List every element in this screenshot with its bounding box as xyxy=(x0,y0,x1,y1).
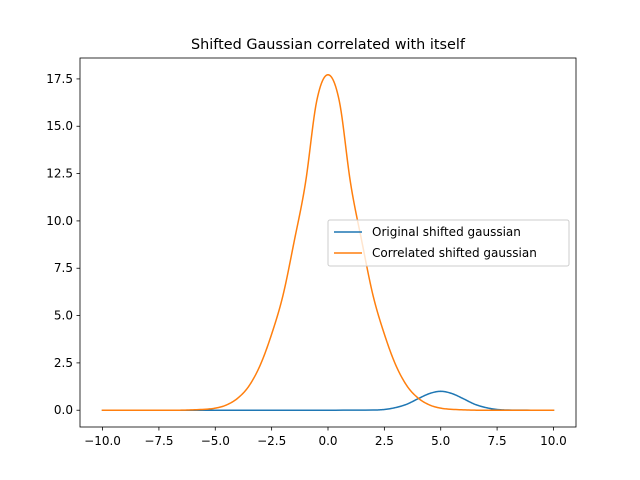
y-tick-label: 10.0 xyxy=(46,214,73,228)
chart-title: Shifted Gaussian correlated with itself xyxy=(191,37,466,53)
x-tick-label: −5.0 xyxy=(201,434,230,448)
legend-label-2: Correlated shifted gaussian xyxy=(372,246,537,260)
plot-area xyxy=(101,74,555,411)
series-line-1 xyxy=(101,390,555,411)
legend: Original shifted gaussian Correlated shif… xyxy=(327,219,570,267)
y-tick-label: 2.5 xyxy=(54,356,73,370)
y-tick-label: 17.5 xyxy=(46,72,73,86)
y-tick-label: 0.0 xyxy=(54,403,73,417)
y-tick-label: 12.5 xyxy=(46,167,73,181)
x-tick-label: 10.0 xyxy=(540,434,567,448)
x-axis: −10.0 −7.5 −5.0 −2.5 0.0 2.5 5.0 7.5 10.0 xyxy=(84,427,567,448)
x-tick-label: 5.0 xyxy=(431,434,450,448)
x-tick-label: −10.0 xyxy=(84,434,121,448)
x-tick-label: 0.0 xyxy=(318,434,337,448)
x-tick-label: 7.5 xyxy=(488,434,507,448)
y-tick-label: 5.0 xyxy=(54,309,73,323)
axes-frame xyxy=(79,57,577,428)
legend-box xyxy=(327,219,570,267)
y-axis: 0.0 2.5 5.0 7.5 10.0 12.5 15.0 17.5 xyxy=(46,72,80,417)
y-tick-label: 7.5 xyxy=(54,261,73,275)
x-tick-label: −2.5 xyxy=(257,434,286,448)
x-tick-label: 2.5 xyxy=(375,434,394,448)
x-tick-label: −7.5 xyxy=(144,434,173,448)
series-line-2 xyxy=(101,74,555,411)
legend-label-1: Original shifted gaussian xyxy=(372,225,521,239)
y-tick-label: 15.0 xyxy=(46,119,73,133)
